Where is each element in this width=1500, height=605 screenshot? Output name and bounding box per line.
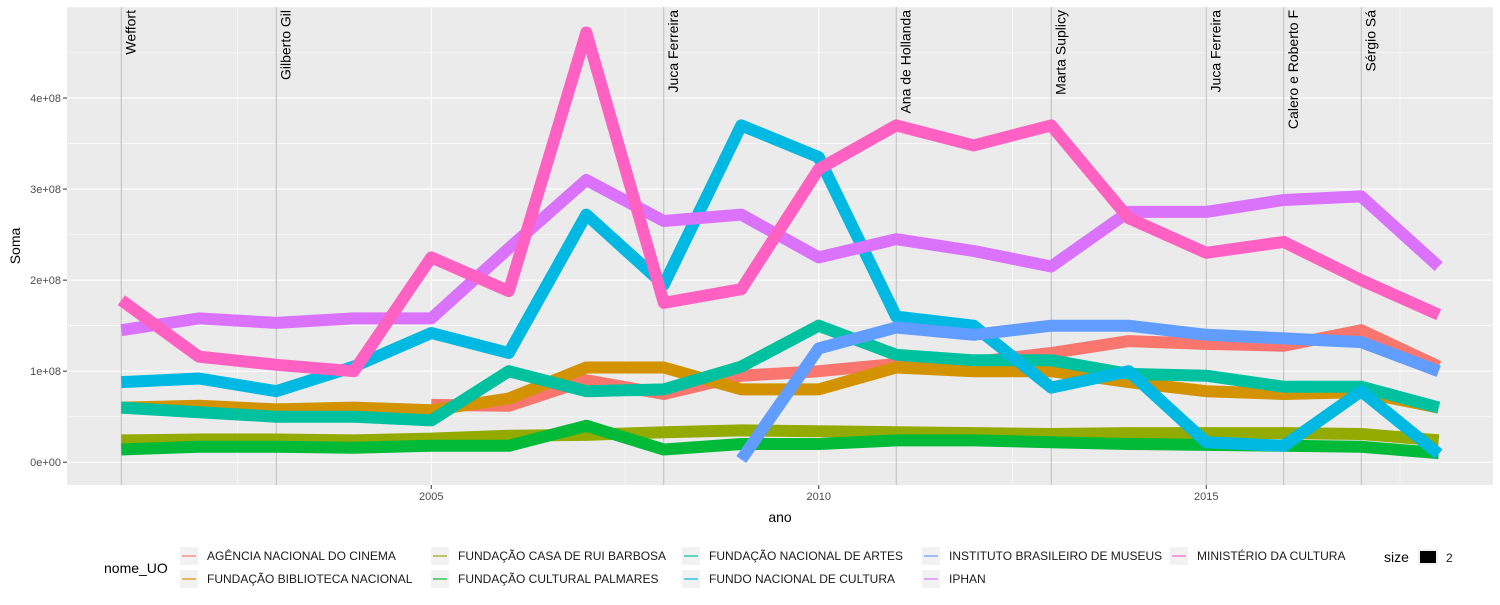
y-tick-label: 2e+08 [30, 275, 61, 287]
size-legend-swatch [1420, 551, 1436, 563]
legend-label: FUNDO NACIONAL DE CULTURA [709, 572, 895, 586]
x-axis-ticks: 2005 2010 2015 [419, 485, 1218, 503]
x-tick-label: 2015 [1194, 491, 1218, 503]
y-axis-title: Soma [7, 228, 23, 265]
series-line [120, 319, 1441, 427]
y-tick-label: 4e+08 [30, 93, 61, 105]
legend-label: FUNDAÇÃO CASA DE RUI BARBOSA [458, 549, 666, 563]
legend-label: MINISTÉRIO DA CULTURA [1197, 548, 1345, 563]
series-line [117, 26, 1442, 378]
minister-label: Ana de Hollanda [897, 10, 913, 114]
legend: nome_UO AGÊNCIA NACIONAL DO CINEMA FUNDAÇ… [104, 547, 1453, 588]
y-tick-label: 0e+00 [30, 457, 61, 469]
series-line [121, 361, 1440, 417]
x-tick-label: 2005 [419, 491, 443, 503]
y-tick-label: 1e+08 [30, 366, 61, 378]
minister-labels: Weffort Gilberto Gil Juca Ferreira Ana de H… [122, 10, 1378, 129]
legend-label: FUNDAÇÃO BIBLIOTECA NACIONAL [207, 572, 413, 586]
legend-items: AGÊNCIA NACIONAL DO CINEMA FUNDAÇÃO BIBLI… [180, 547, 1345, 588]
minister-label: Gilberto Gil [277, 10, 293, 80]
series-line [736, 319, 1441, 463]
legend-label: INSTITUTO BRASILEIRO DE MUSEUS [949, 549, 1162, 563]
x-tick-label: 2010 [807, 491, 831, 503]
minister-label: Calero e Roberto F [1285, 10, 1301, 129]
size-legend-value: 2 [1446, 551, 1453, 565]
minister-label: Juca Ferreira [1207, 10, 1223, 93]
x-axis-title: ano [768, 509, 792, 525]
minister-label: Sérgio Sá [1362, 10, 1378, 72]
minister-label: Weffort [122, 10, 138, 55]
size-legend-title: size [1384, 549, 1409, 565]
legend-label: FUNDAÇÃO NACIONAL DE ARTES [709, 549, 903, 563]
series-lines [117, 26, 1443, 463]
y-tick-label: 3e+08 [30, 184, 61, 196]
y-axis-ticks: 0e+00 1e+08 2e+08 3e+08 4e+08 [30, 93, 67, 469]
minister-label: Juca Ferreira [665, 10, 681, 93]
legend-label: IPHAN [949, 572, 986, 586]
series-line [121, 424, 1440, 447]
legend-label: AGÊNCIA NACIONAL DO CINEMA [207, 548, 396, 563]
legend-label: FUNDAÇÃO CULTURAL PALMARES [458, 572, 658, 586]
minister-label: Marta Suplicy [1052, 10, 1068, 95]
legend-title: nome_UO [104, 560, 168, 576]
size-legend: size 2 [1384, 549, 1453, 565]
